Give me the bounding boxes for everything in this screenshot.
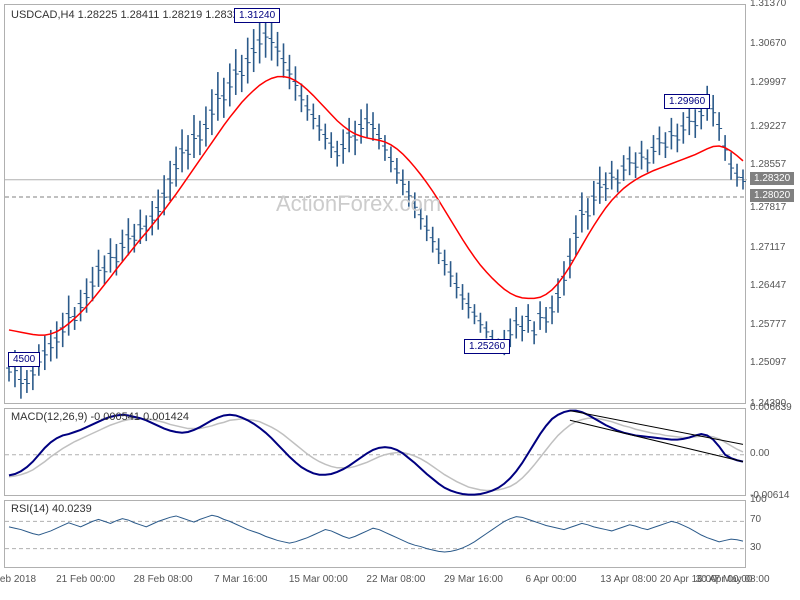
- rsi-ytick: 30: [750, 542, 761, 553]
- price-ytick: 1.28557: [750, 159, 786, 170]
- price-ytick: 1.30670: [750, 38, 786, 49]
- price-annotation-box: 1.29960: [664, 94, 710, 109]
- price-annotation-box: 1.31240: [234, 8, 280, 23]
- macd-panel-title: MACD(12,26,9) -0.000541 0.001424: [11, 411, 189, 423]
- current-price-tag: 1.28020: [750, 189, 794, 202]
- x-tick: 22 Mar 08:00: [366, 574, 425, 585]
- x-tick: 21 Feb 00:00: [56, 574, 115, 585]
- x-tick: 28 Feb 08:00: [134, 574, 193, 585]
- rsi-ytick: 100: [750, 494, 767, 505]
- x-tick: 6 Apr 00:00: [525, 574, 576, 585]
- price-annotation-box: 1.25260: [464, 339, 510, 354]
- price-chart-svg: [5, 5, 747, 405]
- rsi-panel-title: RSI(14) 40.0239: [11, 503, 92, 515]
- price-ytick: 1.27117: [750, 242, 785, 253]
- price-panel: USDCAD,H4 1.28225 1.28411 1.28219 1.2832…: [4, 4, 746, 404]
- price-ytick: 1.31370: [750, 0, 786, 9]
- price-ytick: 1.26447: [750, 280, 786, 291]
- x-tick: 15 Mar 00:00: [289, 574, 348, 585]
- macd-panel: MACD(12,26,9) -0.000541 0.001424: [4, 408, 746, 496]
- x-tick: 7 May 08:00: [714, 574, 769, 585]
- price-annotation-box: 4500: [8, 352, 40, 367]
- price-ytick: 1.25097: [750, 357, 786, 368]
- x-tick: 13 Apr 08:00: [600, 574, 657, 585]
- macd-ytick: 0.00: [750, 448, 769, 459]
- rsi-ytick: 70: [750, 514, 761, 525]
- x-tick: 7 Mar 16:00: [214, 574, 267, 585]
- rsi-chart-svg: [5, 501, 747, 569]
- rsi-panel: RSI(14) 40.0239: [4, 500, 746, 568]
- price-ytick: 1.27817: [750, 202, 786, 213]
- price-ytick: 1.29227: [750, 121, 786, 132]
- price-panel-title: USDCAD,H4 1.28225 1.28411 1.28219 1.2832…: [11, 9, 245, 21]
- current-price-tag: 1.28320: [750, 172, 794, 185]
- price-ytick: 1.25777: [750, 319, 786, 330]
- macd-ytick: 0.006639: [750, 402, 792, 413]
- price-ytick: 1.29997: [750, 77, 786, 88]
- x-tick: 13 Feb 2018: [0, 574, 36, 585]
- x-tick: 29 Mar 16:00: [444, 574, 503, 585]
